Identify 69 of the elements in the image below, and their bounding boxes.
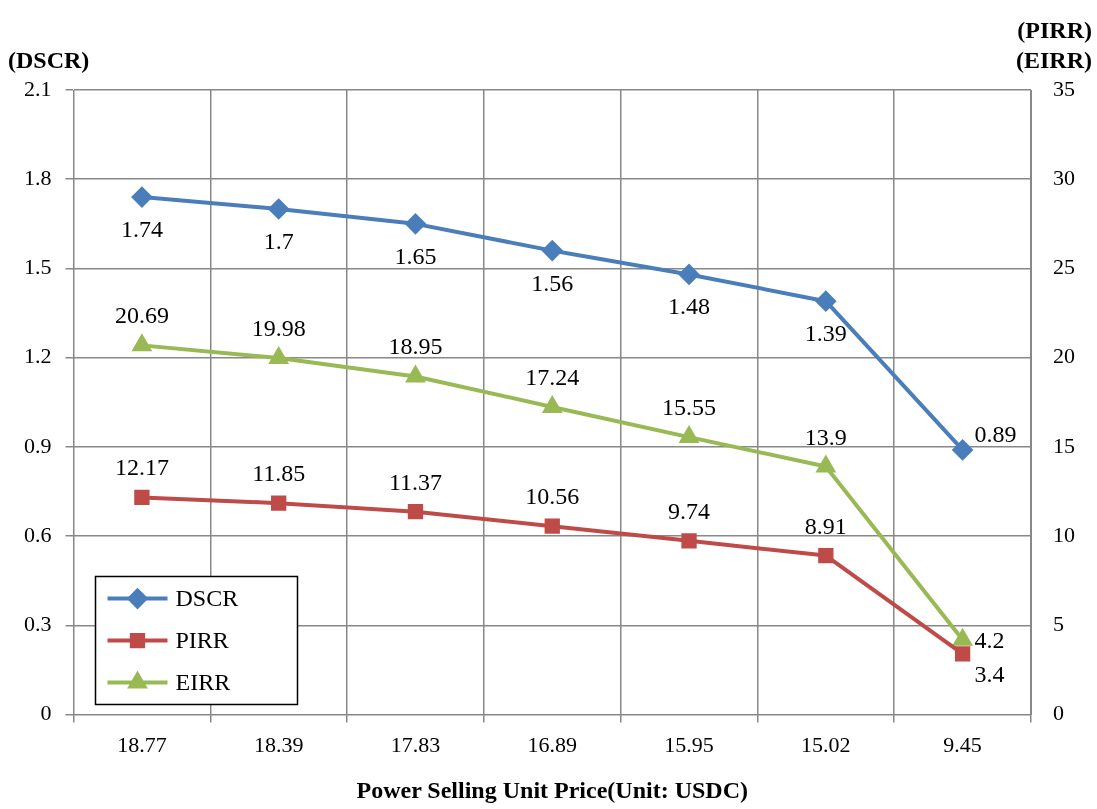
data-label: 0.89: [974, 420, 1017, 447]
data-label: 9.74: [668, 497, 711, 524]
data-label: 1.48: [668, 293, 711, 320]
y-axis-title: (DSCR): [8, 47, 90, 73]
legend-label: DSCR: [175, 584, 239, 611]
point: [680, 427, 698, 444]
y-tick-label: 0: [40, 700, 52, 726]
data-label: 15.55: [662, 394, 717, 421]
point: [679, 264, 700, 285]
data-label: 1.74: [120, 216, 163, 243]
data-label: 8.91: [804, 512, 847, 539]
data-label: 17.24: [525, 363, 580, 390]
y-tick-label: 1.2: [24, 343, 52, 369]
y2-tick-label: 15: [1053, 432, 1075, 458]
point: [952, 439, 973, 460]
point: [544, 518, 560, 534]
data-label: 10.56: [525, 483, 580, 510]
data-label: 1.7: [263, 227, 294, 254]
x-tick-label: 15.02: [801, 731, 851, 757]
data-label: 11.85: [252, 460, 306, 487]
data-label: 12.17: [114, 454, 169, 481]
y2-tick-label: 35: [1053, 75, 1075, 101]
point: [268, 198, 289, 219]
point: [131, 187, 152, 208]
data-label: 1.39: [804, 320, 847, 347]
y2-tick-label: 10: [1053, 521, 1075, 547]
point: [269, 348, 288, 365]
point: [681, 533, 697, 549]
data-label: 3.4: [974, 660, 1005, 687]
point: [954, 646, 971, 662]
point: [543, 396, 562, 413]
legend-label: EIRR: [175, 668, 231, 695]
data-label: 11.37: [388, 468, 443, 495]
y2-axis-title: (PIRR) (EIRR): [1016, 17, 1092, 73]
y-tick-label: 0.6: [24, 521, 52, 547]
y-tick-label: 0.9: [24, 432, 52, 458]
point: [405, 213, 426, 234]
data-label: 20.69: [114, 302, 169, 329]
data-label: 1.56: [531, 269, 574, 296]
x-tick-label: 16.89: [527, 731, 577, 757]
point: [132, 335, 151, 352]
y-tick-label: 2.1: [24, 75, 52, 101]
point: [406, 366, 425, 383]
point: [815, 291, 836, 312]
x-axis-title: Power Selling Unit Price(Unit: USDC): [356, 777, 748, 803]
y-tick-label: 0.3: [24, 611, 52, 637]
y2-tick-label: 20: [1053, 343, 1075, 369]
y2-tick-label: 25: [1053, 254, 1075, 280]
x-tick-label: 18.77: [117, 731, 167, 757]
point: [542, 240, 563, 261]
x-tick-label: 18.39: [253, 731, 304, 757]
point: [134, 489, 150, 506]
y-tick-label: 1.8: [24, 165, 52, 191]
point: [818, 547, 834, 564]
x-tick-label: 17.83: [390, 731, 441, 757]
y2-tick-label: 5: [1053, 611, 1064, 637]
data-label: 19.98: [251, 315, 306, 342]
data-label: 18.95: [388, 333, 443, 360]
point: [407, 504, 424, 520]
legend-label: PIRR: [175, 626, 229, 653]
point: [271, 495, 287, 511]
y2-tick-label: 30: [1053, 165, 1075, 191]
data-label: 13.9: [804, 423, 847, 450]
x-tick-label: 15.95: [664, 731, 714, 757]
data-label: 1.65: [394, 242, 437, 269]
y-tick-label: 1.5: [24, 254, 52, 280]
x-tick-label: 9.45: [943, 731, 982, 757]
y2-tick-label: 0: [1053, 700, 1064, 726]
data-label: 4.2: [974, 626, 1005, 653]
